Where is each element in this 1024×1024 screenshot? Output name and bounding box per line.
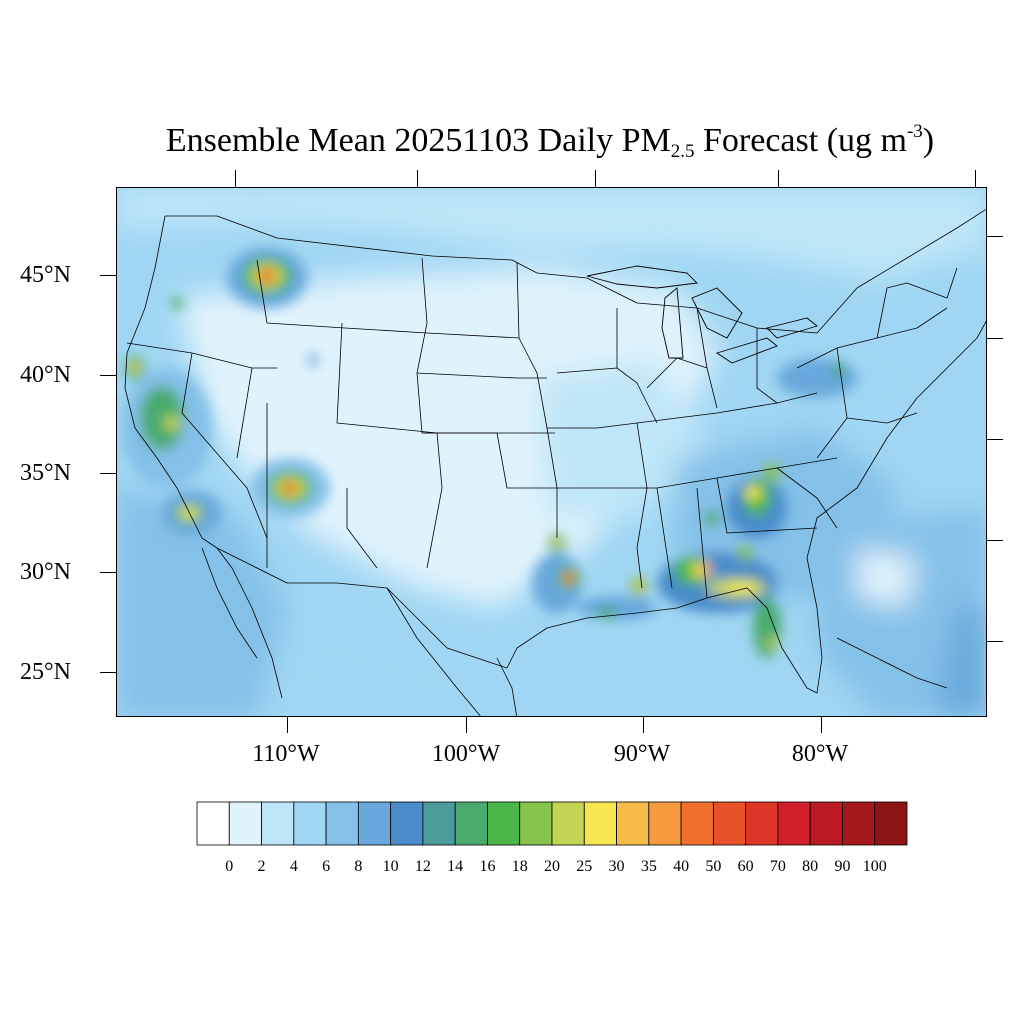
top-tick [417, 170, 418, 187]
pm25-map-canvas [117, 188, 986, 716]
colorbar-level-label: 90 [834, 858, 851, 875]
colorbar-swatch [616, 801, 650, 846]
colorbar-level-label: 100 [862, 858, 887, 875]
latitude-label-25n: 25°N [20, 659, 71, 685]
top-tick [975, 170, 976, 187]
colorbar-swatch [874, 801, 908, 846]
colorbar-swatch [487, 801, 521, 846]
colorbar-swatch [680, 801, 714, 846]
colorbar-swatch [583, 801, 617, 846]
colorbar-level-label: 16 [479, 858, 496, 875]
left-tick [100, 375, 116, 376]
latitude-label-35n: 35°N [20, 460, 71, 486]
bottom-tick [821, 717, 822, 733]
top-tick [778, 170, 779, 187]
left-tick [100, 672, 116, 673]
mexico-coastline [201, 547, 948, 716]
colorbar-level-label: 70 [769, 858, 786, 875]
colorbar-level-label: 80 [802, 858, 819, 875]
colorbar-level-label: 20 [544, 858, 560, 875]
colorbar-swatch [422, 801, 456, 846]
colorbar-swatch [357, 801, 392, 846]
longitude-label-110w: 110°W [252, 741, 320, 767]
colorbar-swatch [551, 801, 585, 846]
colorbar-swatch [745, 801, 779, 846]
colorbar-level-label: 60 [737, 858, 754, 875]
colorbar [196, 801, 908, 846]
bottom-tick [643, 717, 644, 733]
longitude-label-90w: 90°W [613, 741, 671, 767]
colorbar-level-label: 2 [257, 858, 266, 875]
colorbar-swatch [648, 801, 682, 846]
colorbar-swatch [325, 801, 359, 846]
colorbar-level-label: 4 [289, 858, 298, 875]
boundary-lines [124, 208, 986, 694]
colorbar-level-label: 8 [354, 858, 363, 875]
colorbar-level-label: 0 [225, 858, 234, 875]
right-tick [987, 439, 1003, 440]
latitude-label-45n: 45°N [20, 262, 71, 288]
right-tick [987, 236, 1003, 237]
colorbar-swatch [261, 801, 295, 846]
colorbar-level-label: 30 [608, 858, 625, 875]
colorbar-swatch [712, 801, 747, 846]
left-tick [100, 473, 116, 474]
longitude-label-80w: 80°W [791, 741, 849, 767]
colorbar-swatch [809, 801, 843, 846]
colorbar-level-label: 18 [511, 858, 528, 875]
colorbar-swatch [777, 801, 811, 846]
right-tick [987, 338, 1003, 339]
colorbar-level-label: 12 [414, 858, 431, 875]
colorbar-level-label: 40 [673, 858, 690, 875]
latitude-label-30n: 30°N [20, 559, 71, 585]
bottom-tick [466, 717, 467, 733]
colorbar-level-label: 10 [382, 858, 399, 875]
left-tick [100, 572, 116, 573]
bottom-tick [287, 717, 288, 733]
right-tick [987, 641, 1003, 642]
left-tick [100, 275, 116, 276]
colorbar-level-label: 35 [640, 858, 657, 875]
colorbar-swatch [228, 801, 262, 846]
colorbar-swatch [519, 801, 553, 846]
colorbar-swatch [293, 801, 327, 846]
great-lakes [586, 265, 818, 364]
colorbar-swatch [842, 801, 876, 846]
colorbar-level-label: 6 [322, 858, 331, 875]
hotspot-layer [122, 248, 857, 658]
colorbar-swatch [390, 801, 424, 846]
right-tick [987, 540, 1003, 541]
latitude-label-40n: 40°N [20, 362, 71, 388]
colorbar-level-label: 25 [576, 858, 593, 875]
colorbar-swatch [196, 801, 230, 846]
top-tick [235, 170, 236, 187]
pm25-map[interactable] [116, 187, 987, 717]
colorbar-swatch [454, 801, 488, 846]
colorbar-level-label: 14 [447, 858, 464, 875]
colorbar-level-label: 50 [705, 858, 722, 875]
longitude-label-100w: 100°W [431, 741, 501, 767]
page-title: Ensemble Mean 20251103 Daily PM2.5 Forec… [165, 121, 935, 162]
top-tick [595, 170, 596, 187]
